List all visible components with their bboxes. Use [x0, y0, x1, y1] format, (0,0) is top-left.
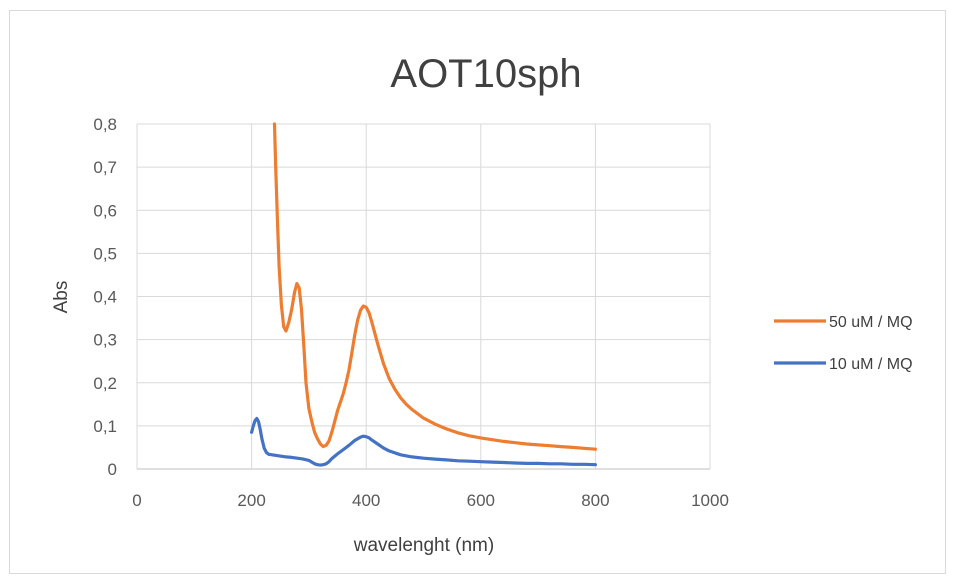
series-line-2	[250, 416, 597, 467]
legend-label-2: 10 uM / MQ	[829, 356, 913, 373]
y-tick-label: 0,8	[93, 115, 117, 134]
y-tick-label: 0,5	[93, 244, 117, 263]
x-tick-label: 1000	[691, 491, 729, 510]
x-tick-label: 400	[352, 491, 380, 510]
x-axis-title: wavelenght (nm)	[353, 535, 494, 556]
x-tick-labels: 0 200 400 600 800 1000	[132, 491, 729, 510]
y-tick-label: 0,4	[93, 288, 117, 307]
x-tick-label: 800	[581, 491, 609, 510]
y-tick-label: 0,2	[93, 374, 117, 393]
y-tick-label: 0,6	[93, 201, 117, 220]
series-group	[250, 122, 597, 467]
x-tick-label: 200	[237, 491, 265, 510]
grid-lines	[136, 123, 711, 470]
y-tick-label: 0,3	[93, 331, 117, 350]
legend: 50 uM / MQ 10 uM / MQ	[774, 314, 913, 373]
x-tick-label: 0	[132, 491, 141, 510]
series-line-1	[272, 122, 597, 451]
legend-label-1: 50 uM / MQ	[829, 314, 913, 331]
y-tick-label: 0,1	[93, 417, 117, 436]
y-axis-title: Abs	[51, 281, 72, 314]
x-tick-label: 600	[467, 491, 495, 510]
y-tick-label: 0	[108, 460, 117, 479]
chart-area	[9, 10, 946, 574]
chart-title: AOT10sph	[390, 52, 581, 96]
y-tick-labels: 0 0,1 0,2 0,3 0,4 0,5 0,6 0,7 0,8	[93, 115, 117, 479]
y-tick-label: 0,7	[93, 158, 117, 177]
